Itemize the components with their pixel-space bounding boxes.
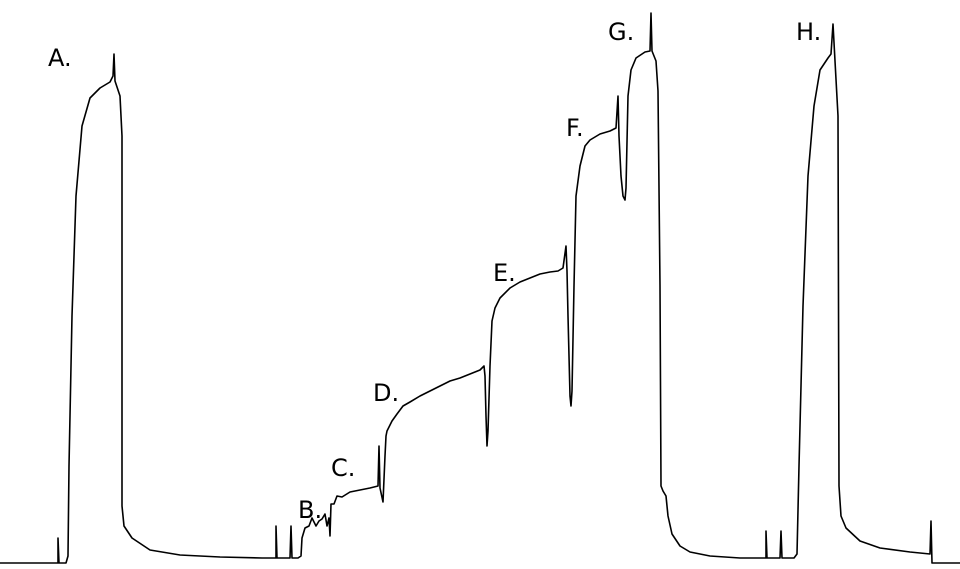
annotation-label: B. [298, 496, 322, 524]
annotation-label: H. [796, 18, 821, 46]
annotation-label: A. [48, 44, 72, 72]
series-line-0 [0, 12, 960, 564]
annotation-label: E. [493, 259, 516, 287]
annotation-label: F. [566, 114, 584, 142]
label-layer: A. B. C. D. E. F. G. H. [48, 18, 821, 524]
trace-layer [0, 12, 960, 564]
annotation-label: G. [608, 18, 634, 46]
annotation-label: D. [373, 379, 399, 407]
annotation-label: C. [331, 454, 355, 482]
